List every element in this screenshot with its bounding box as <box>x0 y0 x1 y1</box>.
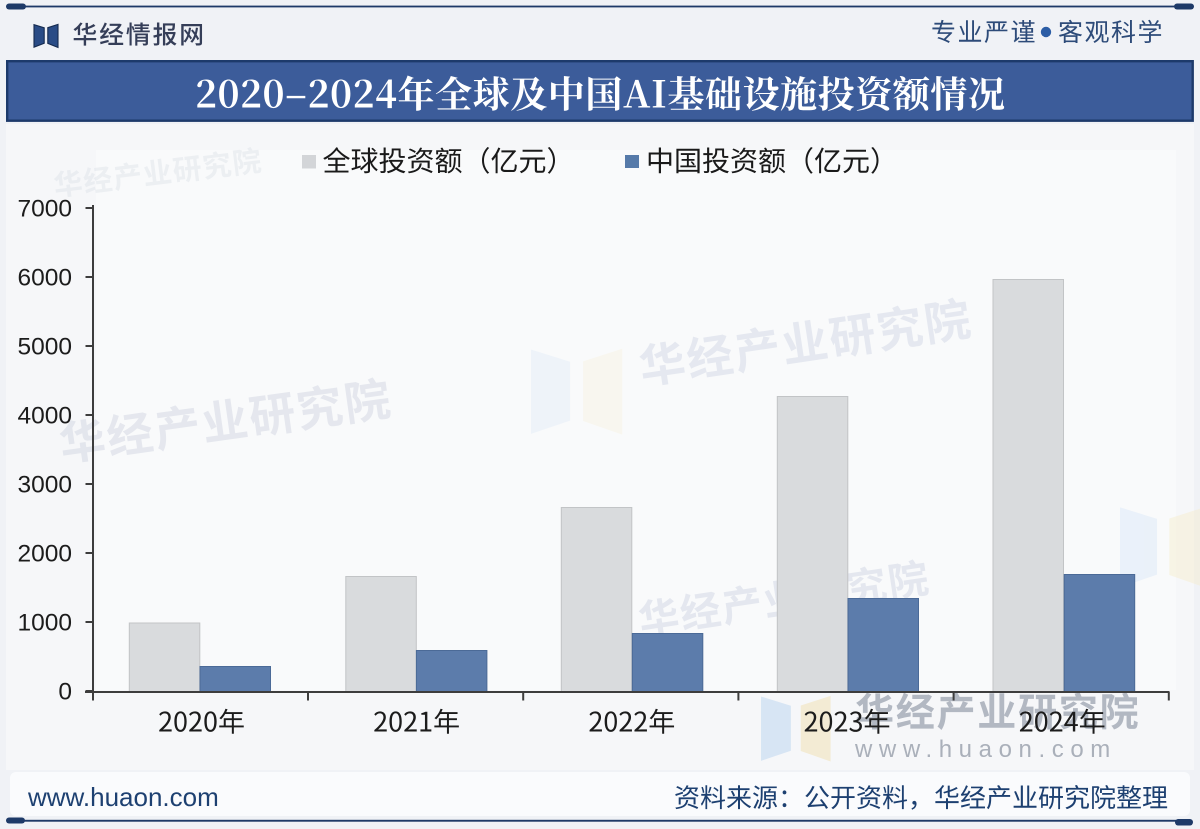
svg-text:6000: 6000 <box>17 265 72 292</box>
svg-text:2000: 2000 <box>17 541 72 568</box>
svg-text:0: 0 <box>58 679 72 706</box>
svg-text:7000: 7000 <box>17 196 72 223</box>
svg-text:www.huaon.com: www.huaon.com <box>27 782 219 812</box>
svg-text:1000: 1000 <box>17 610 72 637</box>
svg-text:3000: 3000 <box>17 472 72 499</box>
svg-text:5000: 5000 <box>17 334 72 361</box>
svg-text:4000: 4000 <box>17 403 72 430</box>
svg-text:www.huaon.com: www.huaon.com <box>854 736 1117 763</box>
